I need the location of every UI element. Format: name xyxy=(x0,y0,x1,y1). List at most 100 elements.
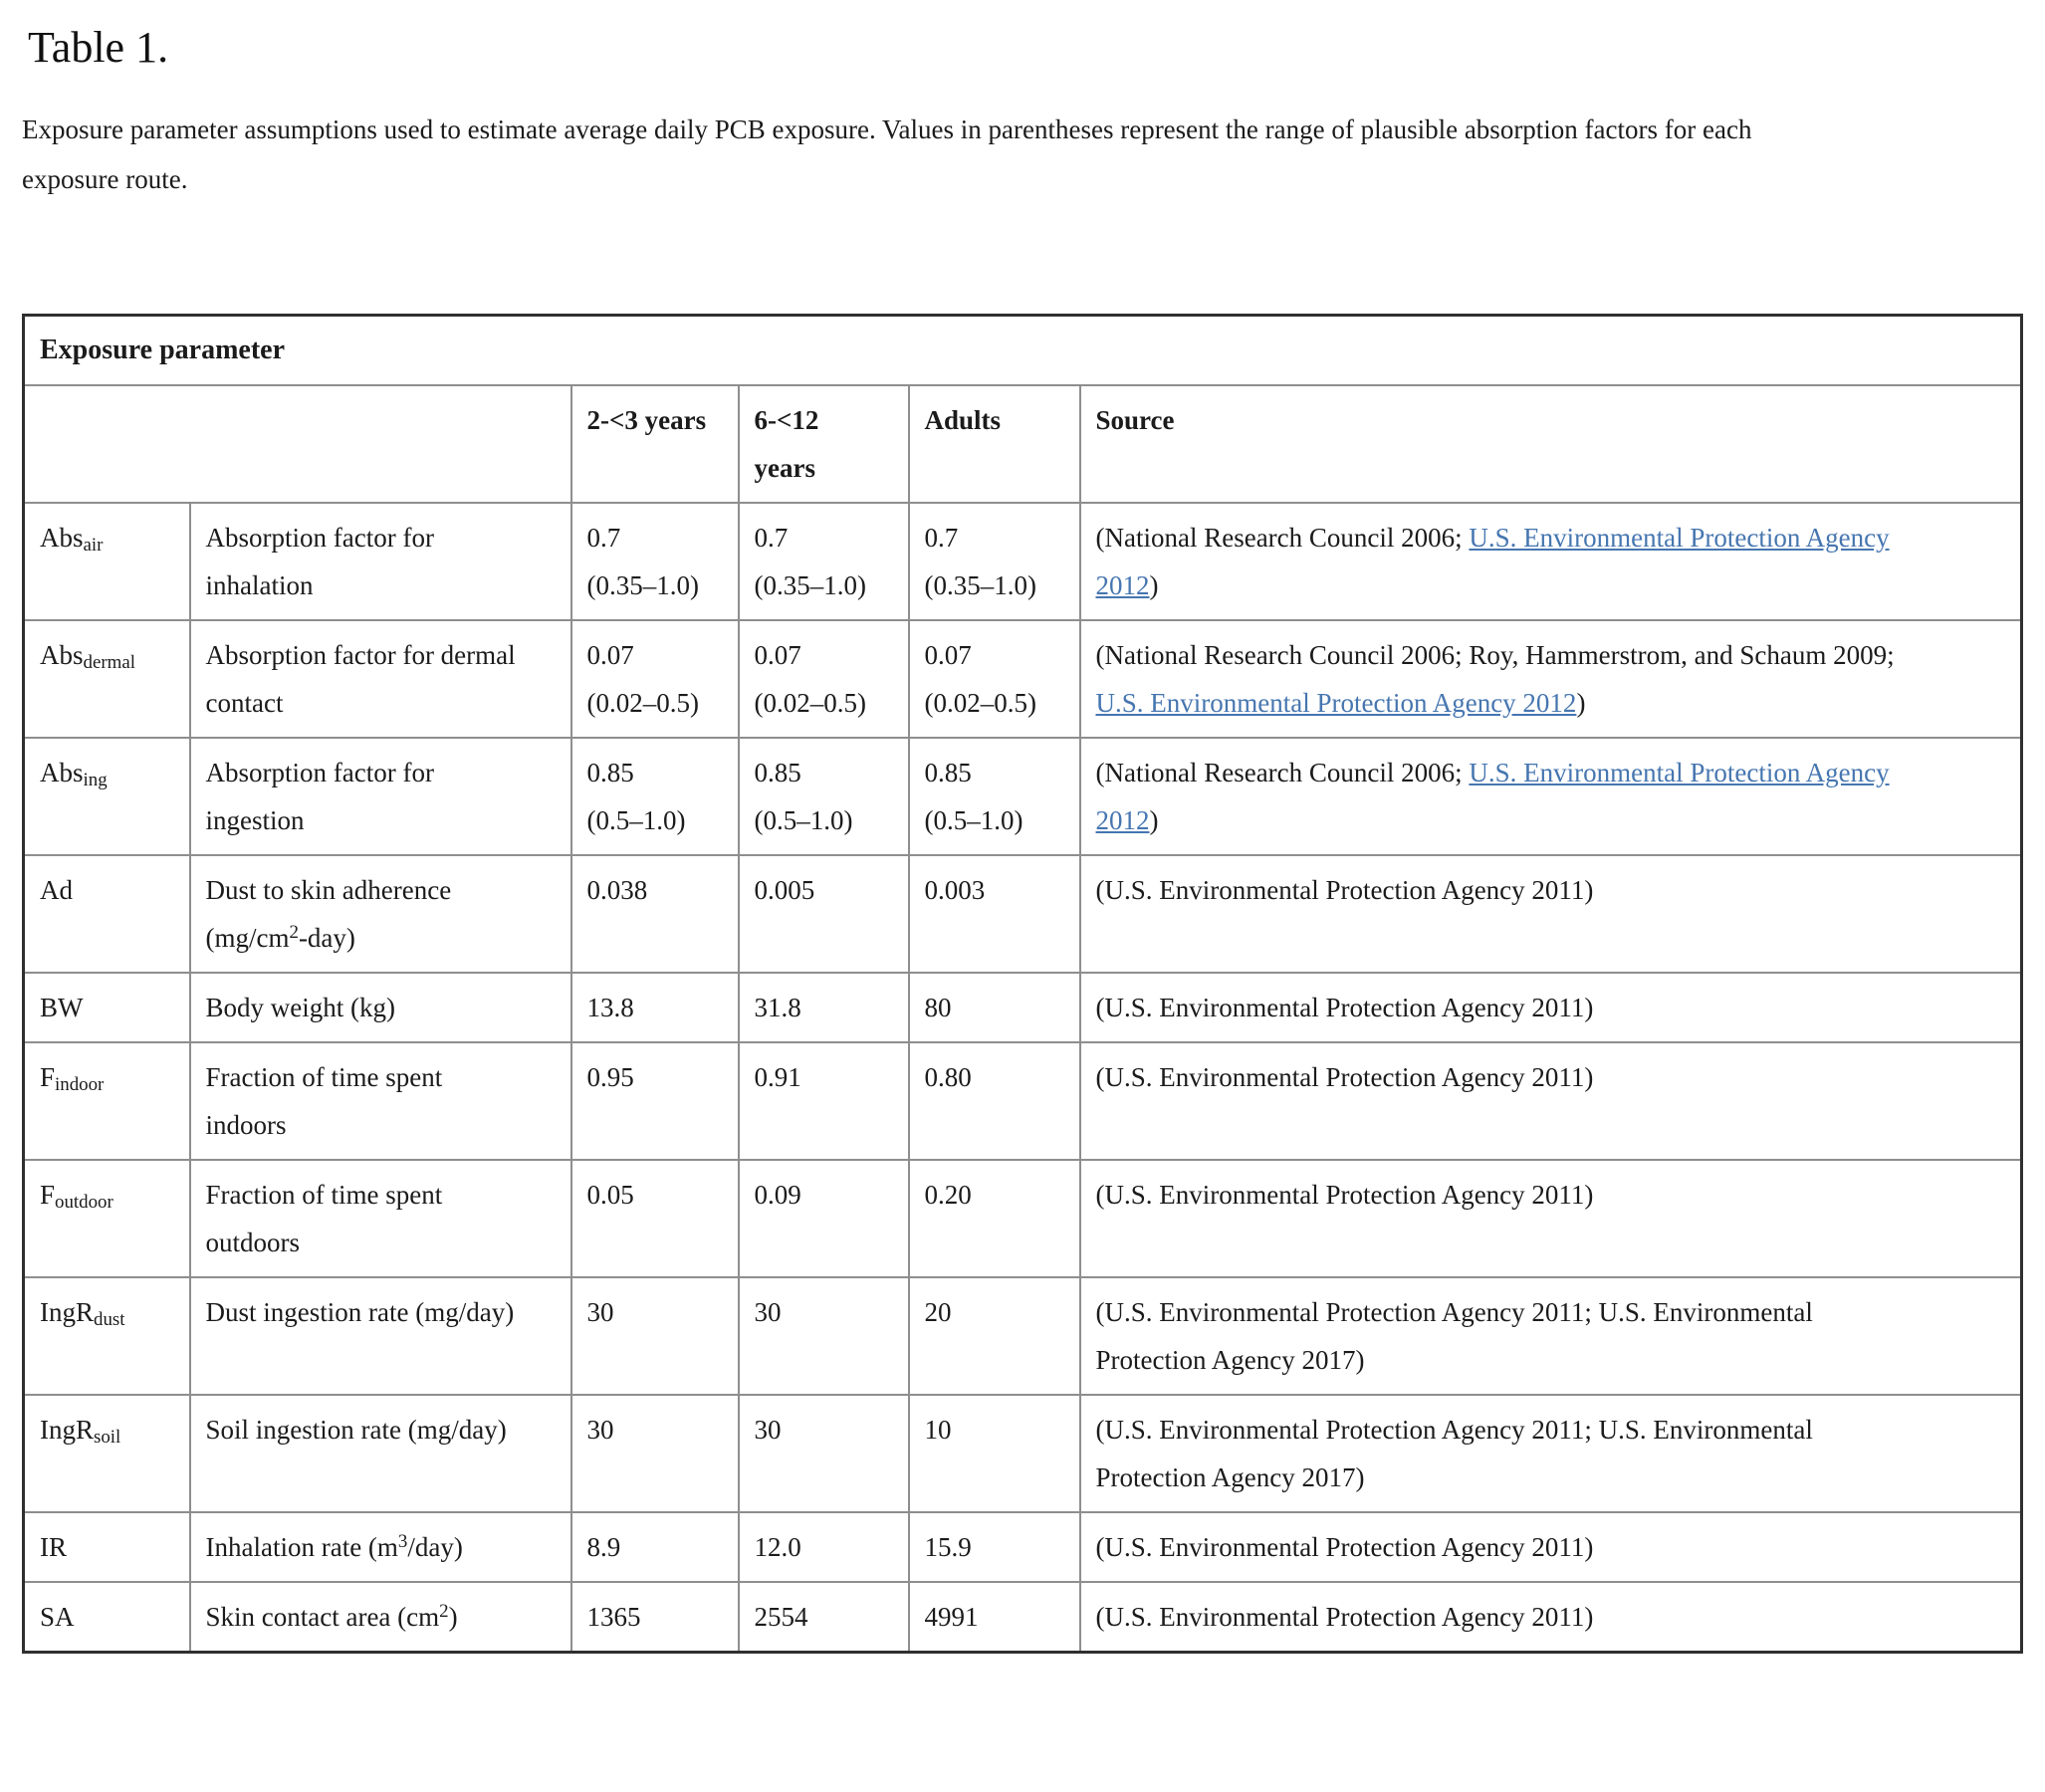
column-header-source: Source xyxy=(1078,384,2023,504)
value-cell-6-12-years: 31.8 xyxy=(737,972,910,1043)
source-cell: (U.S. Environmental Protection Agency 20… xyxy=(1078,1041,2023,1161)
source-text: (U.S. Environmental Protection Agency 20… xyxy=(1096,1523,1923,1571)
text-segment: Fraction of time spent outdoors xyxy=(205,1180,443,1257)
value-cell-6-12-years: 30 xyxy=(737,1394,910,1513)
param-symbol-cell: Absair xyxy=(22,502,191,621)
value-text: 10 xyxy=(924,1415,952,1445)
param-description-text: Skin contact area (cm2) xyxy=(206,1593,525,1641)
param-description-cell: Absorption factor for dermal contact xyxy=(188,619,572,739)
source-text: (U.S. Environmental Protection Agency 20… xyxy=(1096,1406,1923,1501)
value-cell-adults: 0.85 (0.5–1.0) xyxy=(907,737,1081,856)
article-table-page: Table 1. Exposure parameter assumptions … xyxy=(0,22,2045,1654)
source-text: (U.S. Environmental Protection Agency 20… xyxy=(1096,866,1923,914)
source-cell: (U.S. Environmental Protection Agency 20… xyxy=(1078,1276,2023,1396)
text-segment: (U.S. Environmental Protection Agency 20… xyxy=(1095,1415,1813,1492)
value-text: 8.9 xyxy=(586,1532,621,1562)
value-cell-6-12-years: 0.005 xyxy=(737,854,910,974)
source-citation-link[interactable]: U.S. Environmental Protection Agency 201… xyxy=(1095,523,1890,600)
source-cell: (U.S. Environmental Protection Agency 20… xyxy=(1078,1511,2023,1583)
param-symbol-cell: Findoor xyxy=(22,1041,191,1161)
value-cell-2-3-years: 13.8 xyxy=(569,972,740,1043)
table-row: Absair Absorption factor for inhalation 0.… xyxy=(22,502,2023,621)
param-symbol-cell: IngRsoil xyxy=(22,1394,191,1513)
value-cell-2-3-years: 0.7 (0.35–1.0) xyxy=(569,502,740,621)
value-text: 0.95 xyxy=(586,1062,634,1092)
source-text: (National Research Council 2006; U.S. En… xyxy=(1096,749,1923,844)
column-header-row: 2-<3 years 6-<12 years Adults Source xyxy=(22,384,2023,504)
value-cell-2-3-years: 1365 xyxy=(569,1581,740,1654)
text-segment: IngR xyxy=(40,1415,94,1445)
param-description-cell: Fraction of time spent outdoors xyxy=(188,1159,572,1278)
text-segment: Abs xyxy=(40,758,84,787)
value-cell-adults: 0.7 (0.35–1.0) xyxy=(907,502,1081,621)
value-text: 0.005 xyxy=(754,875,815,905)
text-segment: (U.S. Environmental Protection Agency 20… xyxy=(1095,1062,1594,1092)
param-description-text: Absorption factor for ingestion xyxy=(206,749,525,844)
source-text: (U.S. Environmental Protection Agency 20… xyxy=(1096,1171,1923,1219)
column-header-label: Source xyxy=(1095,405,1175,435)
subscript-text: air xyxy=(83,535,104,557)
value-cell-2-3-years: 0.038 xyxy=(569,854,740,974)
value-cell-2-3-years: 0.05 xyxy=(569,1159,740,1278)
text-segment: (U.S. Environmental Protection Agency 20… xyxy=(1095,993,1594,1022)
value-cell-2-3-years: 8.9 xyxy=(569,1511,740,1583)
column-header-label: 6-<12 years xyxy=(754,405,819,483)
param-description-text: Absorption factor for inhalation xyxy=(206,514,525,609)
text-segment: ) xyxy=(1149,570,1159,600)
text-segment: -day) xyxy=(298,923,355,953)
text-segment: ) xyxy=(1576,688,1586,718)
value-cell-adults: 10 xyxy=(907,1394,1081,1513)
param-description-cell: Body weight (kg) xyxy=(188,972,572,1043)
text-segment: IngR xyxy=(40,1297,94,1327)
text-segment: SA xyxy=(40,1602,75,1632)
group-header-cell: Exposure parameter xyxy=(22,314,2023,386)
param-description-text: Absorption factor for dermal contact xyxy=(206,631,525,727)
table-header: Exposure parameter 2-<3 years 6-<12 year… xyxy=(22,314,2023,504)
source-citation-link[interactable]: U.S. Environmental Protection Agency 201… xyxy=(1095,688,1577,718)
text-segment: Ad xyxy=(40,875,73,905)
text-segment: (U.S. Environmental Protection Agency 20… xyxy=(1095,1602,1594,1632)
source-cell: (National Research Council 2006; Roy, Ha… xyxy=(1078,619,2023,739)
param-symbol-cell: Absing xyxy=(22,737,191,856)
value-cell-adults: 80 xyxy=(907,972,1081,1043)
column-header-age-6-12: 6-<12 years xyxy=(737,384,910,504)
value-text: 30 xyxy=(586,1297,614,1327)
value-cell-6-12-years: 12.0 xyxy=(737,1511,910,1583)
value-text: 2554 xyxy=(754,1602,808,1632)
value-cell-6-12-years: 0.7 (0.35–1.0) xyxy=(737,502,910,621)
param-description-cell: Fraction of time spent indoors xyxy=(188,1041,572,1161)
value-cell-2-3-years: 0.07 (0.02–0.5) xyxy=(569,619,740,739)
param-description-cell: Inhalation rate (m3/day) xyxy=(188,1511,572,1583)
value-text: 0.20 xyxy=(924,1180,972,1210)
value-text: 15.9 xyxy=(924,1532,972,1562)
value-text: 0.07 (0.02–0.5) xyxy=(586,640,699,718)
param-description-cell: Soil ingestion rate (mg/day) xyxy=(188,1394,572,1513)
param-description-text: Dust ingestion rate (mg/day) xyxy=(206,1288,525,1336)
superscript-text: 2 xyxy=(439,1600,449,1622)
value-cell-adults: 4991 xyxy=(907,1581,1081,1654)
value-text: 0.7 (0.35–1.0) xyxy=(586,523,699,600)
param-description-text: Fraction of time spent outdoors xyxy=(206,1171,525,1266)
text-segment: Abs xyxy=(40,640,84,670)
value-cell-6-12-years: 30 xyxy=(737,1276,910,1396)
source-text: (U.S. Environmental Protection Agency 20… xyxy=(1096,1288,1923,1384)
text-segment: F xyxy=(40,1180,56,1210)
value-cell-adults: 0.07 (0.02–0.5) xyxy=(907,619,1081,739)
value-text: 30 xyxy=(586,1415,614,1445)
value-text: 0.038 xyxy=(586,875,648,905)
value-text: 0.7 (0.35–1.0) xyxy=(754,523,866,600)
exposure-parameters-table: Exposure parameter 2-<3 years 6-<12 year… xyxy=(22,314,2023,1654)
table-title: Table 1. xyxy=(28,23,169,72)
column-header-label: Adults xyxy=(924,405,1002,435)
text-segment: (National Research Council 2006; xyxy=(1095,523,1470,553)
text-segment: (U.S. Environmental Protection Agency 20… xyxy=(1095,1297,1813,1375)
source-text: (National Research Council 2006; Roy, Ha… xyxy=(1096,631,1923,727)
text-segment: (National Research Council 2006; Roy, Ha… xyxy=(1095,640,1895,670)
blank-header-cell xyxy=(22,384,572,504)
param-symbol-cell: BW xyxy=(22,972,191,1043)
subscript-text: indoor xyxy=(55,1074,105,1096)
column-header-adults: Adults xyxy=(907,384,1081,504)
value-text: 0.85 (0.5–1.0) xyxy=(924,758,1023,835)
value-text: 4991 xyxy=(924,1602,979,1632)
source-citation-link[interactable]: U.S. Environmental Protection Agency 201… xyxy=(1095,758,1890,835)
